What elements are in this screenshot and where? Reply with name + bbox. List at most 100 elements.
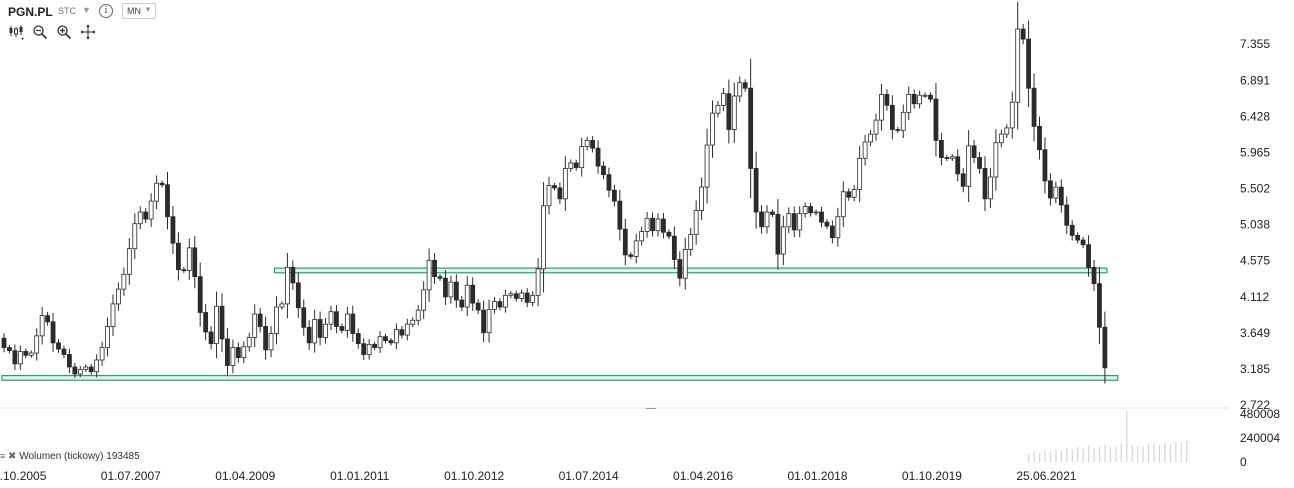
candle <box>61 345 67 359</box>
candle <box>208 326 214 350</box>
candle-body <box>824 221 830 227</box>
candle-body <box>655 218 661 232</box>
candle <box>868 129 873 147</box>
candle-body <box>72 366 78 375</box>
candle-body <box>154 182 160 202</box>
candle <box>181 267 187 274</box>
candle <box>186 238 192 280</box>
candle <box>846 188 852 201</box>
candle <box>862 134 868 166</box>
candle-body <box>34 335 40 354</box>
close-icon[interactable]: ✖ <box>8 451 17 462</box>
candle <box>453 274 459 308</box>
zoom-out-icon[interactable] <box>32 24 48 40</box>
candle-body <box>579 146 585 169</box>
candle <box>143 208 149 224</box>
candle-body <box>186 247 192 271</box>
candle <box>748 58 754 199</box>
candle <box>481 300 487 343</box>
candle-body <box>203 312 209 333</box>
y-tick-label: 4.112 <box>1240 290 1269 304</box>
candle <box>699 177 704 221</box>
candle-body <box>263 326 269 351</box>
candle-body <box>933 98 939 141</box>
candle <box>159 180 165 188</box>
candle-body <box>590 139 595 149</box>
candle <box>301 299 307 336</box>
candle-body <box>612 189 617 202</box>
volume-bar <box>1109 446 1112 462</box>
symbol-label[interactable]: PGN.PL <box>8 5 53 19</box>
info-icon[interactable]: i <box>99 4 113 18</box>
candle <box>895 126 901 133</box>
candle <box>67 348 72 373</box>
candle-body <box>290 266 296 284</box>
volume-indicator-label: ≡ ✖ Wolumen (tickowy) 193485 <box>0 451 140 462</box>
candle <box>1097 266 1102 345</box>
candle-body <box>879 94 884 121</box>
candle <box>459 296 465 312</box>
candle <box>933 83 939 157</box>
candle-body <box>671 235 677 260</box>
zoom-in-icon[interactable] <box>56 24 72 40</box>
candle-body <box>361 343 367 355</box>
candle-body <box>688 234 694 250</box>
candle <box>584 136 590 151</box>
candle-body <box>644 217 650 232</box>
candle-body <box>1037 125 1042 151</box>
candle-body <box>470 284 476 304</box>
candle <box>148 193 154 227</box>
volume-bar <box>1093 448 1095 462</box>
candle-body <box>502 294 508 308</box>
candle-body <box>993 142 999 178</box>
candle-body <box>334 311 339 327</box>
candle <box>77 366 83 378</box>
chart-type-select[interactable]: STC <box>58 6 76 16</box>
candle <box>742 79 748 92</box>
candle <box>214 291 219 359</box>
candle-body <box>868 133 873 143</box>
candle-body <box>448 281 454 298</box>
candle <box>263 316 269 360</box>
candle <box>28 350 34 358</box>
volume-label-text: Wolumen (tickowy) 193485 <box>19 451 140 462</box>
candle-body <box>284 266 290 305</box>
candle <box>410 317 416 328</box>
candle-body <box>432 259 437 278</box>
candle-body <box>453 281 459 301</box>
move-icon[interactable] <box>80 24 96 40</box>
candle <box>192 236 198 289</box>
candle-body <box>328 311 334 325</box>
y-tick-label: 5.502 <box>1240 182 1270 196</box>
candle-body <box>988 176 993 200</box>
candle-body <box>486 308 492 334</box>
candle <box>508 291 514 299</box>
chevron-down-icon[interactable]: ▼ <box>82 5 91 15</box>
candle-body <box>546 185 552 207</box>
candle-body <box>819 211 824 223</box>
candle-body <box>399 329 405 336</box>
volume-bar <box>1104 445 1106 462</box>
candle <box>851 185 857 202</box>
candles-icon[interactable] <box>8 24 24 40</box>
x-tick-label: 01.01.2011 <box>330 469 389 483</box>
candle-body <box>895 129 901 131</box>
candle <box>977 152 982 174</box>
candle-body <box>126 248 132 275</box>
candle <box>1058 179 1064 213</box>
candle-body <box>928 94 933 100</box>
settings-icon[interactable]: ≡ <box>0 451 6 461</box>
candle <box>535 258 541 307</box>
candle-body <box>1048 180 1053 199</box>
candle <box>328 305 334 331</box>
candle-body <box>83 366 89 370</box>
candle <box>284 252 290 319</box>
candle-body <box>830 225 835 239</box>
candle-body <box>917 94 922 105</box>
candle-body <box>693 210 699 236</box>
candle <box>241 341 247 364</box>
candle <box>884 89 890 111</box>
candle-body <box>23 351 29 356</box>
interval-select[interactable]: MN ▼ <box>122 3 156 19</box>
